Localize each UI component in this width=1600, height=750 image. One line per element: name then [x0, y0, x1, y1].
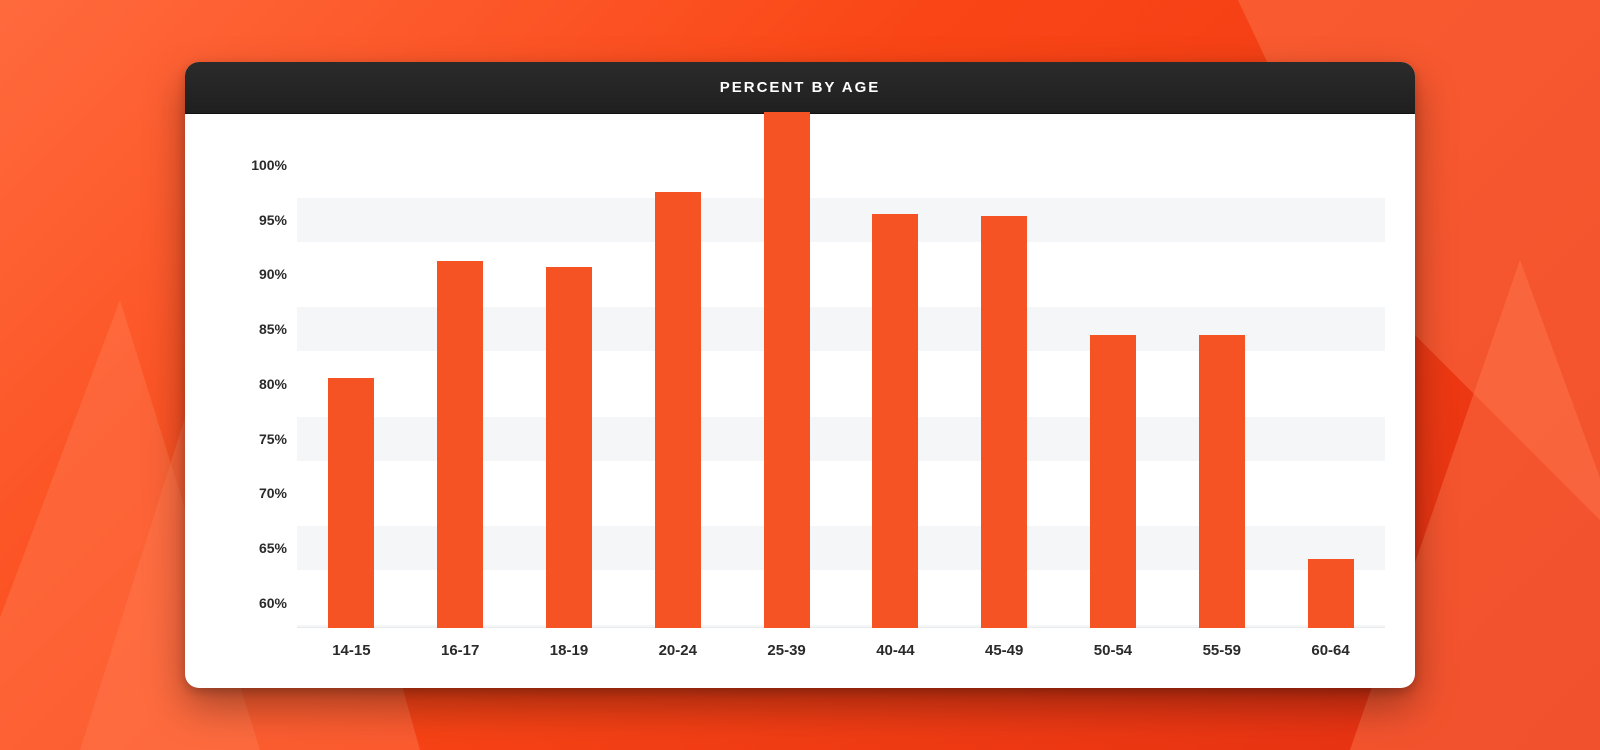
x-label-slot: 40-44 — [841, 628, 950, 688]
x-label-slot: 50-54 — [1059, 628, 1168, 688]
x-tick-label: 40-44 — [876, 642, 914, 659]
x-tick-label: 14-15 — [332, 642, 370, 659]
bar — [1199, 335, 1245, 628]
y-tick-label: 75% — [227, 431, 287, 447]
bar — [546, 267, 592, 628]
x-axis-labels: 14-15 16-17 18-19 20-24 25-39 40-44 45-49 50-54… — [297, 628, 1385, 688]
bar-slot — [297, 132, 406, 628]
bar-slot — [1167, 132, 1276, 628]
x-tick-label: 45-49 — [985, 642, 1023, 659]
bar — [328, 378, 374, 628]
y-tick-label: 70% — [227, 485, 287, 501]
x-tick-label: 18-19 — [550, 642, 588, 659]
bar-slot — [1059, 132, 1168, 628]
x-tick-label: 25-39 — [767, 642, 805, 659]
y-tick-label: 60% — [227, 595, 287, 611]
y-tick-label: 90% — [227, 266, 287, 282]
x-tick-label: 20-24 — [659, 642, 697, 659]
bar — [1090, 335, 1136, 628]
y-tick-label: 100% — [227, 157, 287, 173]
bar-slot — [950, 132, 1059, 628]
bar — [872, 214, 918, 628]
card-header: PERCENT BY AGE — [185, 62, 1415, 114]
bar — [981, 216, 1027, 628]
bar-slot — [732, 132, 841, 628]
bar-slot — [623, 132, 732, 628]
bar — [764, 112, 810, 628]
bar — [1308, 559, 1354, 628]
y-tick-label: 65% — [227, 540, 287, 556]
x-tick-label: 50-54 — [1094, 642, 1132, 659]
bar — [437, 261, 483, 628]
x-label-slot: 16-17 — [406, 628, 515, 688]
bar — [655, 192, 701, 628]
x-label-slot: 14-15 — [297, 628, 406, 688]
x-tick-label: 60-64 — [1311, 642, 1349, 659]
x-label-slot: 18-19 — [515, 628, 624, 688]
bar-slot — [515, 132, 624, 628]
chart-title: PERCENT BY AGE — [720, 79, 881, 96]
x-tick-label: 16-17 — [441, 642, 479, 659]
bar-slot — [406, 132, 515, 628]
plot-region: 100%95%90%85%80%75%70%65%60% — [297, 132, 1385, 628]
x-label-slot: 45-49 — [950, 628, 1059, 688]
x-tick-label: 55-59 — [1203, 642, 1241, 659]
x-label-slot: 60-64 — [1276, 628, 1385, 688]
x-label-slot: 25-39 — [732, 628, 841, 688]
chart-area: 100%95%90%85%80%75%70%65%60% 14-1516-171… — [185, 114, 1415, 688]
chart-card: PERCENT BY AGE 100%95%90%85%80%75%70%65%… — [185, 62, 1415, 688]
y-tick-label: 85% — [227, 321, 287, 337]
bars-group — [297, 132, 1385, 628]
bar-slot — [1276, 132, 1385, 628]
bar-slot — [841, 132, 950, 628]
y-tick-label: 80% — [227, 376, 287, 392]
x-label-slot: 55-59 — [1167, 628, 1276, 688]
y-tick-label: 95% — [227, 212, 287, 228]
x-label-slot: 20-24 — [623, 628, 732, 688]
